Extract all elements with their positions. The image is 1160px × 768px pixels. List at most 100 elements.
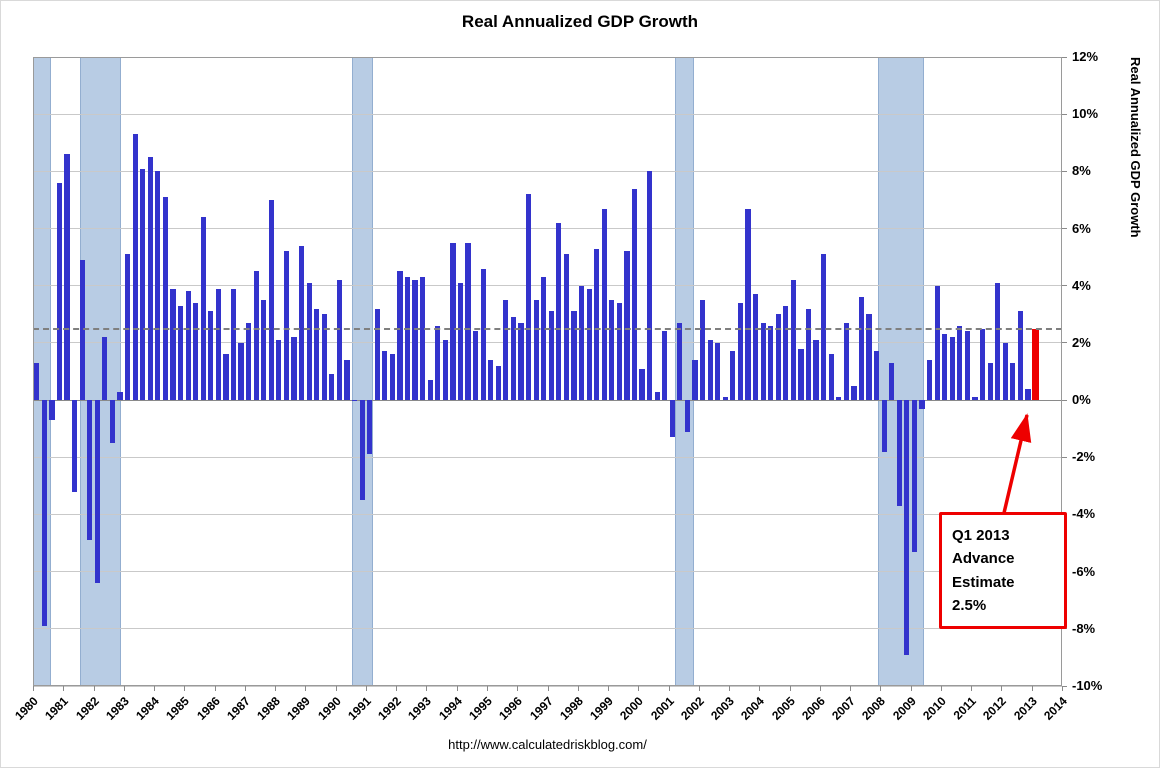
annotation-line: Q1 2013	[952, 527, 1010, 544]
y-axis-tick	[1062, 56, 1067, 58]
x-axis-tick	[63, 686, 65, 691]
bar	[283, 251, 290, 401]
x-axis-tick	[184, 686, 186, 691]
bar	[571, 311, 577, 401]
gridline	[33, 113, 1062, 115]
bar	[578, 285, 585, 401]
y-axis-label: 0%	[1072, 392, 1091, 408]
y-axis-label: 6%	[1072, 220, 1091, 236]
bar	[64, 154, 70, 401]
bar	[805, 308, 812, 401]
bar	[34, 362, 40, 401]
x-axis-tick	[365, 686, 367, 691]
bar	[904, 400, 910, 655]
x-axis-tick	[426, 686, 428, 691]
x-axis-tick	[275, 686, 277, 691]
source-url: http://www.calculatedriskblog.com/	[448, 737, 647, 752]
gridline	[33, 513, 1062, 515]
bar	[1025, 388, 1031, 401]
bar	[979, 328, 986, 401]
bar	[669, 400, 675, 438]
x-axis-tick	[517, 686, 519, 691]
bar	[246, 322, 252, 401]
bar	[291, 337, 297, 401]
bar	[858, 297, 865, 401]
bar	[1002, 342, 1008, 401]
bar	[465, 242, 471, 401]
bar	[760, 322, 766, 401]
bar	[427, 380, 433, 401]
y-axis-label: 10%	[1072, 106, 1099, 122]
bar	[533, 300, 539, 401]
bar	[631, 188, 638, 401]
bar	[662, 331, 668, 401]
bar	[397, 271, 403, 401]
bar	[518, 322, 524, 401]
gridline	[33, 628, 1062, 630]
bar	[170, 288, 176, 401]
bar	[934, 285, 940, 401]
bar	[730, 351, 736, 401]
y-axis-label: -10%	[1072, 678, 1103, 693]
x-axis-tick	[1001, 686, 1003, 691]
bar	[836, 397, 842, 401]
right-axis-title: Real Annualized GDP Growth	[1128, 57, 1143, 238]
x-axis-tick	[93, 686, 95, 691]
y-axis-tick	[1062, 170, 1067, 172]
gridline	[33, 342, 1062, 344]
bar	[223, 354, 229, 401]
bar	[147, 157, 153, 401]
bar	[102, 337, 108, 401]
bar	[215, 288, 221, 401]
bar	[49, 400, 55, 421]
bar	[336, 280, 343, 401]
x-axis-tick	[850, 686, 852, 691]
x-axis-tick	[880, 686, 882, 691]
bar	[919, 400, 925, 409]
gridline	[33, 285, 1062, 287]
x-axis-tick	[789, 686, 791, 691]
bar	[510, 317, 517, 401]
x-axis-tick	[305, 686, 307, 691]
annotation-line: Advance	[952, 550, 1015, 568]
bar	[737, 302, 744, 401]
annotation-line: Estimate	[952, 573, 1015, 591]
x-axis-tick	[668, 686, 670, 691]
x-axis-tick	[910, 686, 912, 691]
y-axis-label: -2%	[1072, 449, 1096, 465]
bar	[457, 282, 464, 401]
y-axis-label: 2%	[1072, 334, 1091, 350]
bar	[473, 331, 479, 401]
y-axis-label: -8%	[1072, 620, 1096, 636]
y-axis-tick	[1062, 113, 1067, 115]
bar	[488, 360, 494, 401]
gridline	[33, 56, 1062, 58]
bar	[851, 385, 857, 401]
bar	[276, 340, 282, 401]
bar	[609, 300, 615, 401]
bar	[268, 199, 274, 401]
bar	[707, 340, 713, 401]
bar	[624, 251, 630, 401]
bar	[72, 400, 78, 492]
bar	[109, 400, 116, 443]
bar	[889, 362, 895, 401]
bar	[344, 360, 350, 401]
bar	[208, 311, 214, 401]
bar	[821, 254, 827, 401]
bar	[995, 282, 1001, 401]
bar	[480, 268, 486, 401]
bar	[700, 300, 706, 401]
y-axis-label: 12%	[1072, 49, 1099, 64]
x-axis-tick	[1031, 686, 1033, 691]
bar	[442, 340, 448, 401]
bar	[162, 197, 168, 401]
chart-title: Real Annualized GDP Growth	[461, 12, 699, 31]
bar	[639, 368, 645, 401]
bar	[230, 288, 237, 401]
bar	[715, 342, 721, 401]
bar	[450, 242, 456, 401]
y-axis-label: -4%	[1072, 506, 1096, 522]
x-axis-tick	[33, 686, 34, 691]
